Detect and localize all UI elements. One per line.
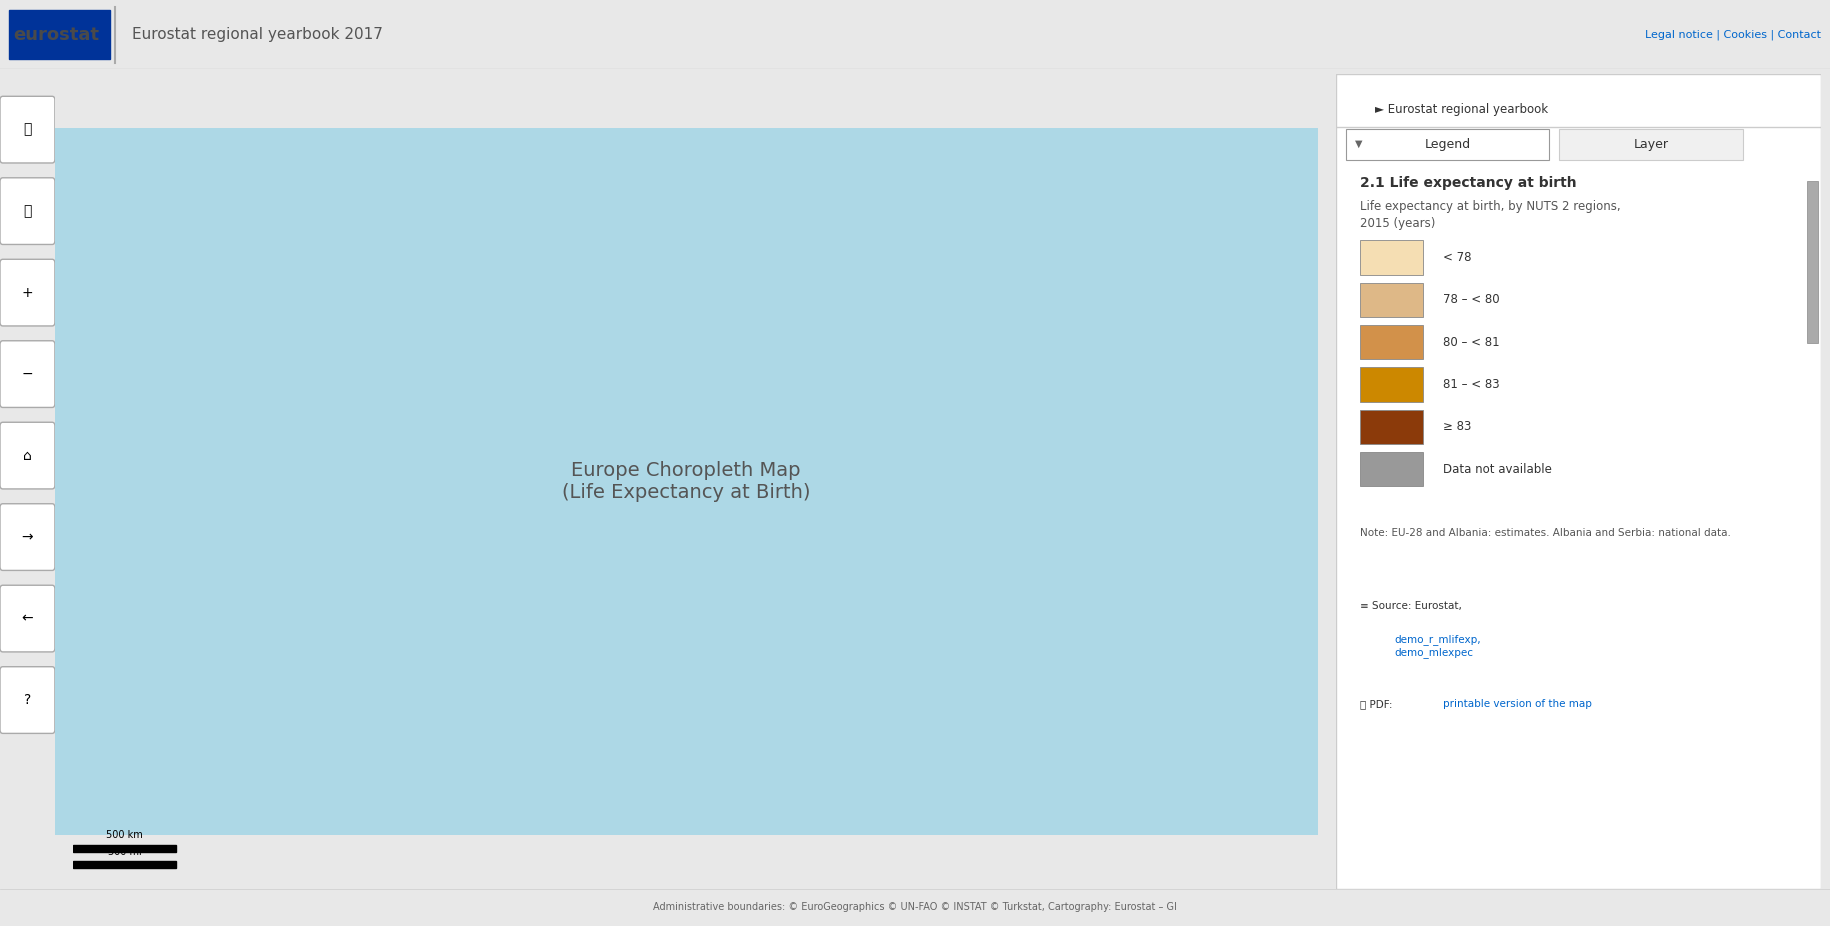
Text: ?: ?: [24, 693, 31, 707]
FancyBboxPatch shape: [1360, 282, 1424, 317]
Text: 🌐: 🌐: [24, 204, 31, 219]
FancyBboxPatch shape: [0, 178, 55, 244]
FancyBboxPatch shape: [0, 504, 55, 570]
FancyBboxPatch shape: [1345, 129, 1550, 159]
Text: ► Eurostat regional yearbook: ► Eurostat regional yearbook: [1374, 103, 1548, 116]
Text: Eurostat regional yearbook 2017: Eurostat regional yearbook 2017: [132, 27, 382, 43]
Text: Legend: Legend: [1424, 138, 1471, 151]
Text: →: →: [22, 530, 33, 544]
FancyBboxPatch shape: [1360, 368, 1424, 402]
Text: 500 km: 500 km: [106, 831, 143, 841]
Text: ←: ←: [22, 611, 33, 626]
Text: demo_r_mlifexp,
demo_mlexpec: demo_r_mlifexp, demo_mlexpec: [1394, 634, 1480, 658]
Text: +: +: [22, 285, 33, 300]
FancyBboxPatch shape: [1808, 181, 1817, 343]
Text: 78 – < 80: 78 – < 80: [1442, 294, 1499, 307]
FancyBboxPatch shape: [0, 667, 55, 733]
Text: ▼: ▼: [1356, 139, 1363, 149]
FancyBboxPatch shape: [1360, 452, 1424, 486]
Text: Note: EU-28 and Albania: estimates. Albania and Serbia: national data.: Note: EU-28 and Albania: estimates. Alba…: [1360, 528, 1731, 538]
Text: Europe Choropleth Map
(Life Expectancy at Birth): Europe Choropleth Map (Life Expectancy a…: [562, 461, 811, 502]
FancyBboxPatch shape: [1336, 74, 1821, 889]
Text: −: −: [22, 367, 33, 382]
Bar: [73, 861, 176, 869]
FancyBboxPatch shape: [1360, 325, 1424, 359]
Text: ⌂: ⌂: [24, 448, 31, 463]
FancyBboxPatch shape: [1559, 129, 1744, 159]
Text: Data not available: Data not available: [1442, 463, 1552, 476]
FancyBboxPatch shape: [0, 259, 55, 326]
Text: 🔍: 🔍: [24, 122, 31, 137]
FancyBboxPatch shape: [1360, 241, 1424, 274]
FancyBboxPatch shape: [0, 585, 55, 652]
FancyBboxPatch shape: [0, 422, 55, 489]
Text: printable version of the map: printable version of the map: [1442, 699, 1592, 709]
Text: Legal notice | Cookies | Contact: Legal notice | Cookies | Contact: [1645, 30, 1821, 40]
Text: Life expectancy at birth, by NUTS 2 regions,
2015 (years): Life expectancy at birth, by NUTS 2 regi…: [1360, 200, 1621, 231]
Text: Layer: Layer: [1634, 138, 1669, 151]
Text: 81 – < 83: 81 – < 83: [1442, 378, 1499, 391]
FancyBboxPatch shape: [1360, 410, 1424, 444]
Text: ≥ 83: ≥ 83: [1442, 420, 1471, 433]
Text: 2.1 Life expectancy at birth: 2.1 Life expectancy at birth: [1360, 176, 1577, 190]
Text: < 78: < 78: [1442, 251, 1471, 264]
Bar: [73, 845, 176, 852]
FancyBboxPatch shape: [9, 10, 110, 59]
FancyBboxPatch shape: [0, 96, 55, 163]
Text: 🖨 PDF:: 🖨 PDF:: [1360, 699, 1396, 709]
Text: ≡ Source: Eurostat,: ≡ Source: Eurostat,: [1360, 601, 1462, 611]
Text: Administrative boundaries: © EuroGeographics © UN-FAO © INSTAT © Turkstat, Carto: Administrative boundaries: © EuroGeograp…: [653, 903, 1177, 912]
Text: 80 – < 81: 80 – < 81: [1442, 336, 1499, 349]
FancyBboxPatch shape: [0, 341, 55, 407]
Text: 300 mi: 300 mi: [108, 846, 141, 857]
Text: eurostat: eurostat: [13, 26, 99, 44]
